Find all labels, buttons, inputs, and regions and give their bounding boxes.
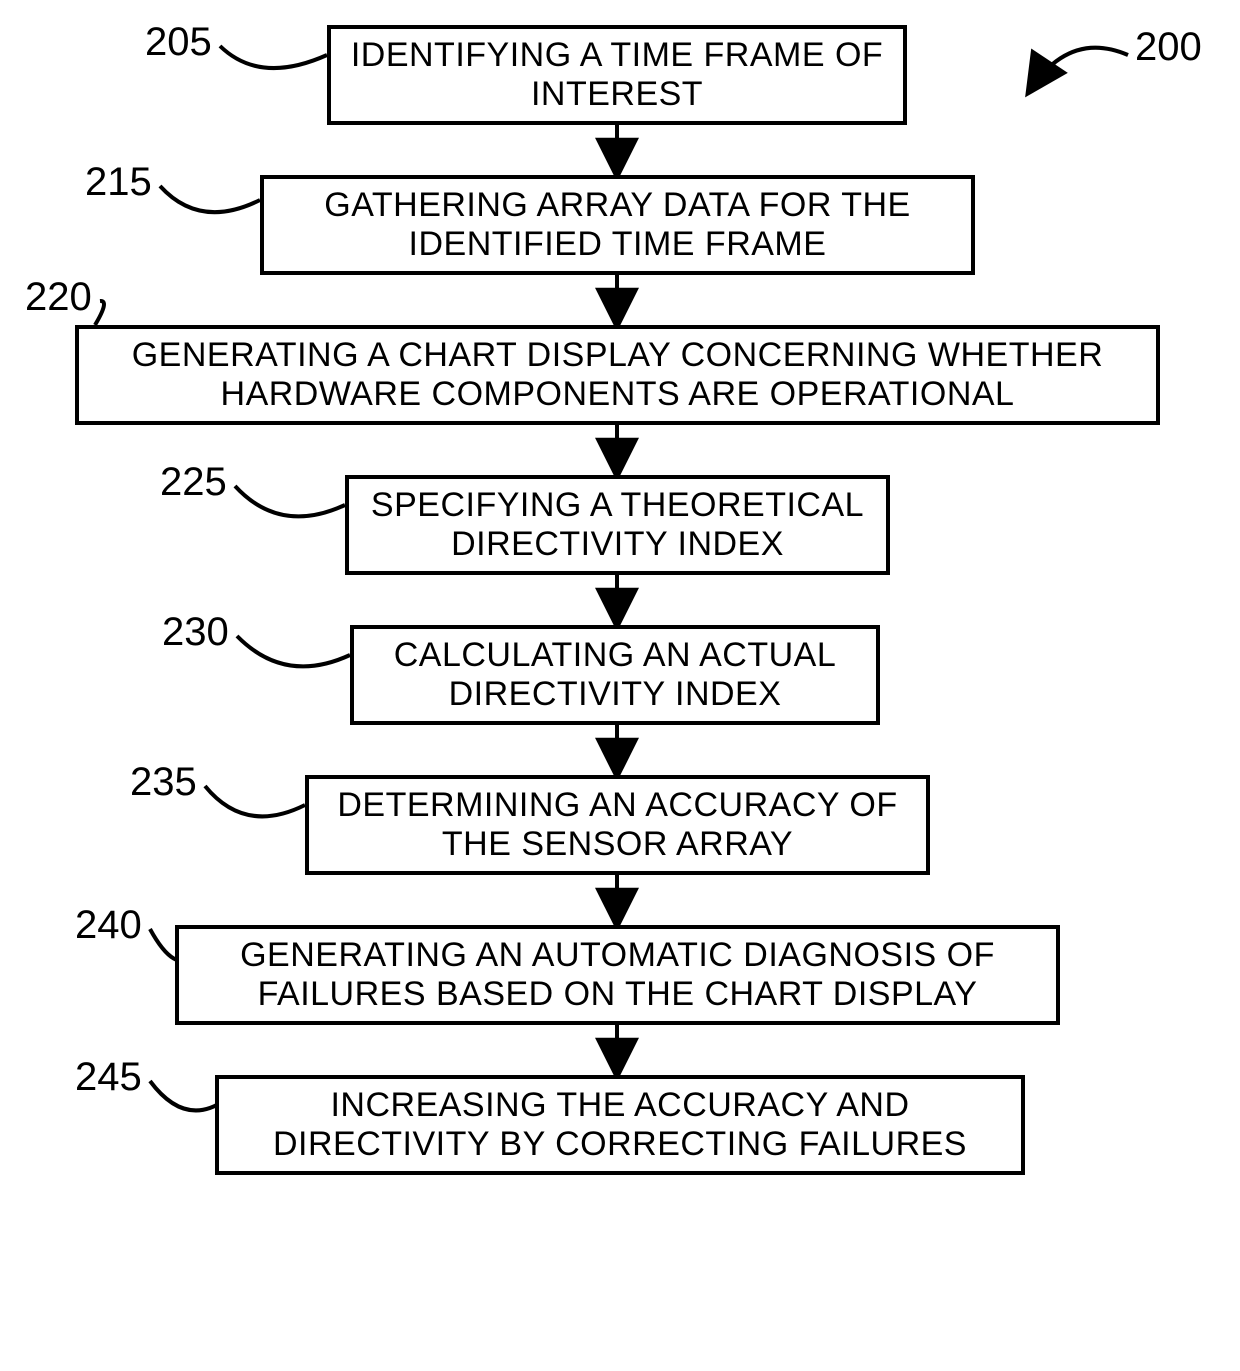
ref-label-215: 215	[85, 160, 152, 205]
ref-label-245: 245	[75, 1055, 142, 1100]
ref-label-text: 235	[130, 760, 197, 804]
ref-label-225: 225	[160, 460, 227, 505]
flow-node-text: GATHERING ARRAY DATA FOR THE IDENTIFIED …	[274, 186, 961, 264]
flow-node-text: GENERATING A CHART DISPLAY CONCERNING WH…	[89, 336, 1146, 414]
flow-node-220: GENERATING A CHART DISPLAY CONCERNING WH…	[75, 325, 1160, 425]
flow-node-text: IDENTIFYING A TIME FRAME OF INTEREST	[341, 36, 893, 114]
flow-node-text: GENERATING AN AUTOMATIC DIAGNOSIS OF FAI…	[189, 936, 1046, 1014]
ref-label-text: 220	[25, 275, 92, 319]
flow-node-245: INCREASING THE ACCURACY AND DIRECTIVITY …	[215, 1075, 1025, 1175]
flow-node-230: CALCULATING AN ACTUAL DIRECTIVITY INDEX	[350, 625, 880, 725]
flow-node-text: INCREASING THE ACCURACY AND DIRECTIVITY …	[229, 1086, 1011, 1164]
ref-label-205: 205	[145, 20, 212, 65]
ref-label-text: 205	[145, 20, 212, 64]
flow-node-235: DETERMINING AN ACCURACY OF THE SENSOR AR…	[305, 775, 930, 875]
flow-node-215: GATHERING ARRAY DATA FOR THE IDENTIFIED …	[260, 175, 975, 275]
ref-label-text: 245	[75, 1055, 142, 1099]
flow-node-205: IDENTIFYING A TIME FRAME OF INTEREST	[327, 25, 907, 125]
ref-label-text: 240	[75, 903, 142, 947]
flow-node-240: GENERATING AN AUTOMATIC DIAGNOSIS OF FAI…	[175, 925, 1060, 1025]
flow-node-text: CALCULATING AN ACTUAL DIRECTIVITY INDEX	[364, 636, 866, 714]
ref-label-220: 220	[25, 275, 92, 320]
ref-label-text: 215	[85, 160, 152, 204]
flow-node-text: SPECIFYING A THEORETICAL DIRECTIVITY IND…	[359, 486, 876, 564]
flow-node-text: DETERMINING AN ACCURACY OF THE SENSOR AR…	[319, 786, 916, 864]
ref-label-text: 230	[162, 610, 229, 654]
ref-label-text: 225	[160, 460, 227, 504]
flow-node-225: SPECIFYING A THEORETICAL DIRECTIVITY IND…	[345, 475, 890, 575]
ref-label-235: 235	[130, 760, 197, 805]
ref-label-230: 230	[162, 610, 229, 655]
figure-label: 200	[1135, 25, 1202, 70]
ref-label-240: 240	[75, 903, 142, 948]
figure-label-text: 200	[1135, 25, 1202, 69]
